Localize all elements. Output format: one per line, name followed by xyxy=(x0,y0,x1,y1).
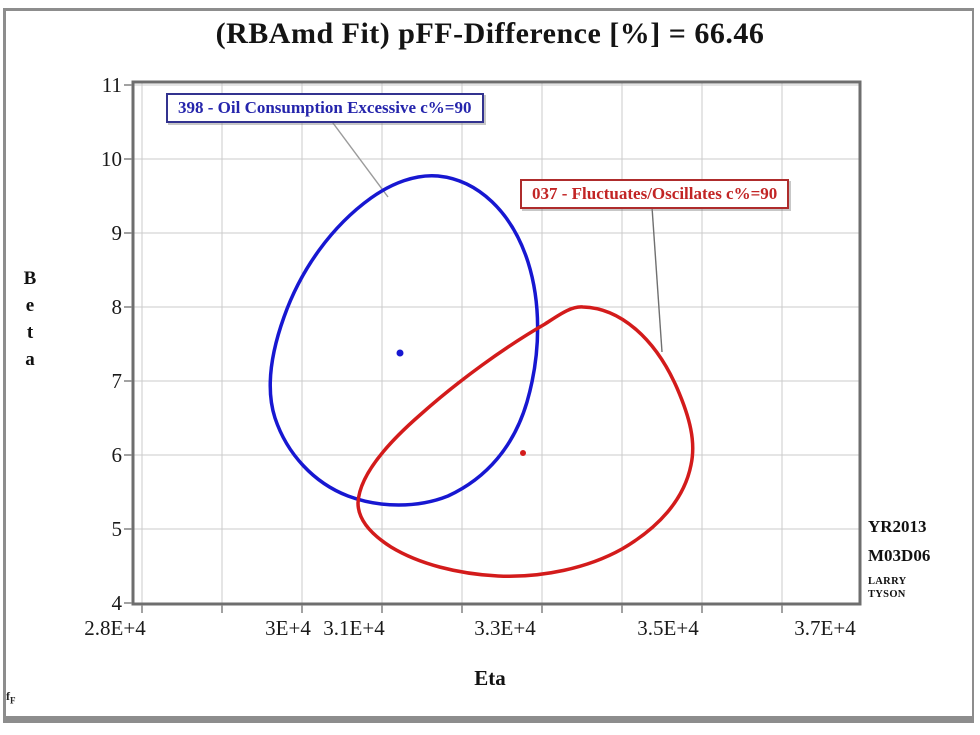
x-tick-label: 3E+4 xyxy=(265,616,311,640)
stamp-date: M03D06 xyxy=(868,546,931,565)
y-tick-label: 9 xyxy=(111,221,123,245)
date-stamp: YR2013 M03D06 LARRY TYSON xyxy=(868,512,930,601)
stamp-name-last: TYSON xyxy=(868,589,906,600)
y-axis-title-letter: t xyxy=(26,322,34,343)
plot-border xyxy=(131,80,862,606)
axis-ticks xyxy=(124,84,783,613)
x-tick-label: 3.7E+4 xyxy=(794,616,856,640)
center-point-398 xyxy=(396,349,404,357)
x-axis-title: Eta xyxy=(474,666,506,690)
chart-title: (RBAmd Fit) pFF-Difference [%] = 66.46 xyxy=(215,17,765,50)
x-tick-label: 3.5E+4 xyxy=(637,616,699,640)
y-tick-label: 8 xyxy=(111,295,123,319)
corner-mark-main: f xyxy=(6,689,10,703)
series-label-037[interactable]: 037 - Fluctuates/Oscillates c%=90 xyxy=(520,179,790,209)
outer-frame xyxy=(3,8,974,723)
y-axis-title-letter: B xyxy=(23,268,37,289)
corner-mark-sub: F xyxy=(10,695,16,706)
x-tick-label: 2.8E+4 xyxy=(84,616,146,640)
x-tick-label: 3.1E+4 xyxy=(323,616,385,640)
center-point-037 xyxy=(520,450,526,456)
contour-398 xyxy=(268,173,540,507)
y-axis-title-letter: e xyxy=(25,295,35,316)
series-label-398[interactable]: 398 - Oil Consumption Excessive c%=90 xyxy=(166,93,484,123)
x-tick-label: 3.3E+4 xyxy=(474,616,536,640)
leader-line-398 xyxy=(329,118,389,198)
corner-mark: fF xyxy=(6,689,16,705)
leader-line-037 xyxy=(651,206,663,353)
stamp-year: YR2013 xyxy=(868,517,927,536)
gridlines xyxy=(133,82,860,604)
y-tick-label: 10 xyxy=(101,147,122,171)
y-tick-label: 11 xyxy=(101,73,122,97)
y-tick-label: 4 xyxy=(111,591,123,615)
y-tick-label: 7 xyxy=(111,369,123,393)
contour-037 xyxy=(356,305,695,579)
y-tick-label: 5 xyxy=(111,517,123,541)
stamp-name-first: LARRY xyxy=(868,576,907,587)
y-tick-label: 6 xyxy=(111,443,123,467)
y-axis-title-letter: a xyxy=(25,349,35,370)
